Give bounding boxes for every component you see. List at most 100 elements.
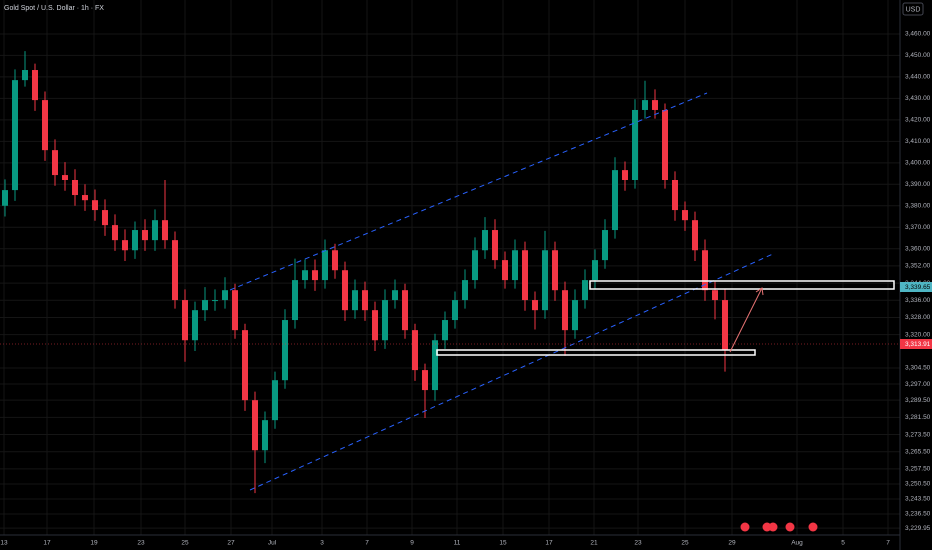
candle-body	[712, 290, 718, 301]
y-tick-label: 3,304.50	[905, 365, 931, 372]
y-tick-label: 3,430.00	[905, 95, 931, 102]
x-tick-label: Aug	[791, 540, 803, 547]
candle-body	[552, 250, 558, 291]
candle-body	[102, 210, 108, 226]
candle-body	[142, 230, 148, 241]
candle-body	[322, 250, 328, 281]
candle-body	[72, 180, 78, 196]
y-tick-label: 3,352.00	[905, 263, 931, 270]
channel-lower[interactable]	[249, 252, 776, 491]
candle-body	[612, 170, 618, 231]
event-icons[interactable]	[740, 522, 818, 532]
x-tick-label: 15	[499, 540, 507, 547]
candle-body	[132, 230, 138, 251]
candle-body	[12, 80, 18, 191]
y-tick-label: 3,400.00	[905, 160, 931, 167]
candle-body	[362, 290, 368, 311]
candle-body	[462, 280, 468, 301]
event-icon[interactable]	[768, 522, 778, 532]
y-tick-label: 3,370.00	[905, 224, 931, 231]
y-tick-label: 3,410.00	[905, 138, 931, 145]
x-tick-label: 23	[137, 540, 145, 547]
candle-body	[602, 230, 608, 261]
candle-body	[482, 230, 488, 251]
candle-body	[472, 250, 478, 281]
candle-body	[502, 260, 508, 281]
x-tick-label: 25	[681, 540, 689, 547]
candle-body	[562, 290, 568, 331]
y-tick-label: 3,320.00	[905, 331, 931, 338]
candle-body	[62, 175, 68, 180]
candle-body	[632, 109, 638, 180]
candle-body	[192, 310, 198, 341]
y-tick-label: 3,360.00	[905, 245, 931, 252]
x-tick-label: 7	[886, 540, 890, 547]
y-tick-label: 3,273.50	[905, 431, 931, 438]
x-tick-label: 17	[545, 540, 553, 547]
candle-body	[212, 300, 218, 302]
candle-body	[432, 340, 438, 391]
currency: USD	[906, 6, 921, 13]
x-tick-label: 13	[0, 540, 8, 547]
candle-body	[172, 240, 178, 301]
y-tick-label: 3,289.50	[905, 397, 931, 404]
x-tick-label: 11	[454, 540, 461, 547]
candle-body	[422, 370, 428, 391]
projection-arrow[interactable]	[729, 287, 764, 353]
candle-body	[232, 290, 238, 331]
y-tick-label: 3,336.00	[905, 297, 931, 304]
time-axis: 13 17 19 23 25 27 Jul 3 7 9 11 15 17 21 23 25 29 Aug 5 7	[0, 540, 890, 547]
x-tick-label: 5	[841, 540, 845, 547]
candle-body	[92, 200, 98, 211]
event-icon[interactable]	[808, 522, 818, 532]
grid	[0, 0, 900, 535]
y-tick-label: 3,281.50	[905, 414, 931, 421]
candle-body	[702, 250, 708, 291]
candle-body	[262, 420, 268, 451]
candle-body	[2, 190, 8, 206]
candle-body	[152, 220, 158, 241]
candle-body	[722, 300, 728, 351]
candle-body	[292, 280, 298, 321]
candle-body	[582, 280, 588, 301]
candle-body	[242, 330, 248, 401]
event-icon[interactable]	[785, 522, 795, 532]
price-axis: 3,460.00 3,450.00 3,440.00 3,430.00 3,420.00…	[905, 31, 931, 532]
y-tick-label: 3,243.50	[905, 496, 931, 503]
y-tick-label: 3,229.95	[905, 525, 931, 532]
candle-body	[32, 70, 38, 101]
candle-body	[202, 300, 208, 311]
last-price-box	[900, 339, 932, 349]
x-tick-label: 17	[43, 540, 51, 547]
candle-body	[352, 290, 358, 311]
candle-body	[622, 170, 628, 180]
candle-body	[372, 310, 378, 341]
candle-body	[272, 380, 278, 421]
candle-body	[492, 230, 498, 261]
candle-body	[82, 195, 88, 201]
candle-body	[112, 225, 118, 241]
candle-body	[542, 250, 548, 311]
support-box[interactable]	[436, 349, 756, 356]
candle-body	[162, 220, 168, 241]
candle-body	[252, 400, 258, 451]
candle-body	[332, 250, 338, 271]
x-tick-label: 25	[181, 540, 189, 547]
x-tick-label: 29	[728, 540, 736, 547]
event-icon[interactable]	[740, 522, 750, 532]
y-tick-label: 3,265.50	[905, 448, 931, 455]
y-tick-label: 3,450.00	[905, 52, 931, 59]
currency-box[interactable]	[902, 2, 924, 16]
candle-body	[652, 100, 658, 110]
x-tick-label: Jul	[268, 540, 277, 547]
candle-body	[222, 290, 228, 301]
resistance-box[interactable]	[589, 280, 895, 290]
candle-body	[42, 100, 48, 151]
candle-body	[452, 300, 458, 321]
y-tick-label: 3,380.00	[905, 202, 931, 209]
candle-body	[522, 250, 528, 301]
candle-body	[682, 210, 688, 221]
x-tick-label: 9	[410, 540, 414, 547]
